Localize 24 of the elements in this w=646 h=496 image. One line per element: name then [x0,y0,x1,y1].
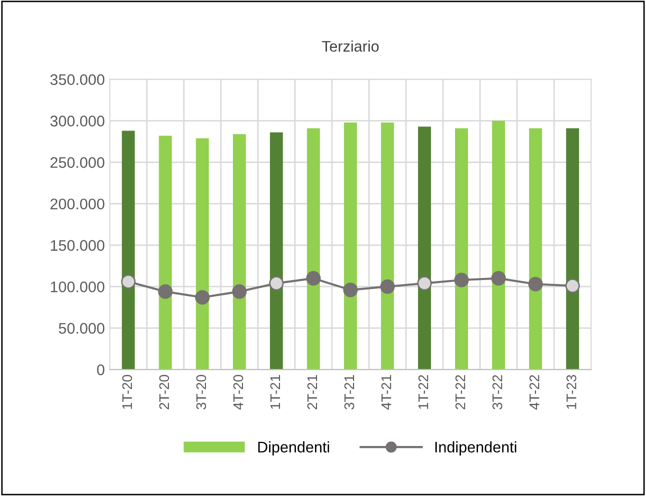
x-tick-label: 1T-20 [122,374,132,409]
x-tick-label: 3T-22 [492,375,502,410]
legend-label: Indipendenti [435,441,516,456]
y-tick-label: 350.000 [50,74,104,86]
x-tick-label: 4T-20 [233,374,244,410]
y-tick-label: 150.000 [50,240,104,251]
x-tick-label: 1T-21 [270,375,280,409]
x-tick-label: 2T-20 [159,374,170,410]
x-tick-label: 3T-20 [196,374,206,410]
y-tick-label: 0 [97,364,104,376]
x-tick-label: 4T-21 [381,375,392,410]
y-tick-label: 250.000 [50,157,104,168]
x-tick-label: 3T-21 [344,375,354,410]
x-tick-label: 4T-22 [529,375,540,410]
x-tick-label: 1T-22 [418,375,428,409]
y-tick-label: 50.000 [58,322,104,334]
x-tick-label: 2T-21 [307,375,318,410]
y-tick-label: 100.000 [50,281,104,292]
x-tick-label: 1T-23 [566,374,576,409]
legend-label: Dipendenti [258,441,330,456]
chart-title: Terziario [322,40,379,52]
x-tick-label: 2T-22 [455,375,466,410]
y-tick-label: 200.000 [50,198,104,210]
y-tick-label: 300.000 [50,116,104,126]
